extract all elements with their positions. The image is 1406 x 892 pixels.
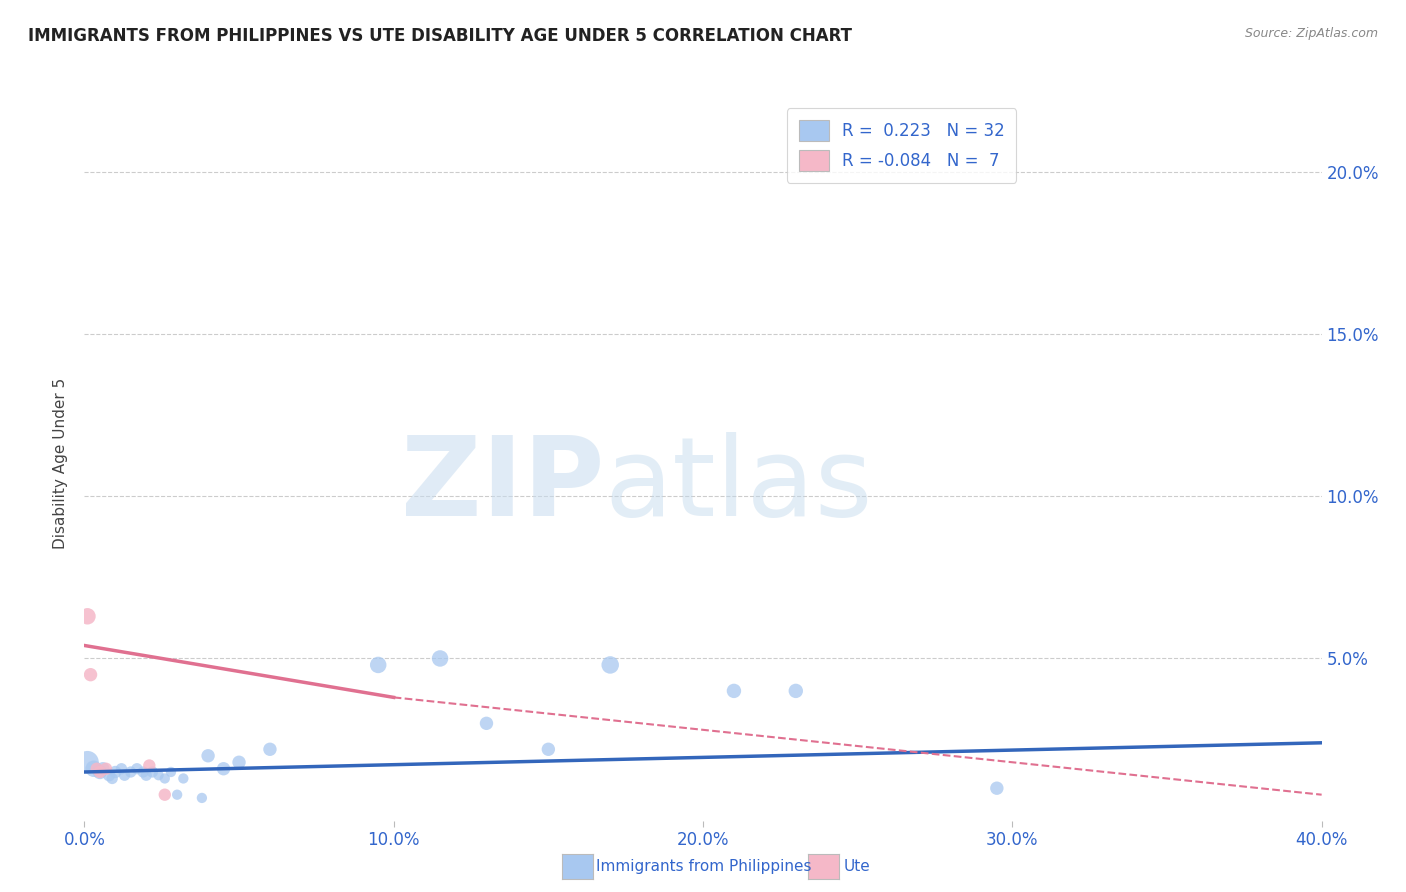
Text: atlas: atlas bbox=[605, 432, 873, 539]
Point bbox=[537, 742, 560, 756]
Text: Source: ZipAtlas.com: Source: ZipAtlas.com bbox=[1244, 27, 1378, 40]
Point bbox=[91, 762, 114, 776]
Point bbox=[89, 764, 111, 779]
Point bbox=[172, 772, 194, 786]
Point bbox=[101, 772, 124, 786]
Point bbox=[141, 764, 163, 779]
Point bbox=[986, 781, 1008, 796]
Y-axis label: Disability Age Under 5: Disability Age Under 5 bbox=[53, 378, 69, 549]
Point bbox=[86, 762, 108, 776]
Text: Immigrants from Philippines: Immigrants from Philippines bbox=[596, 859, 811, 873]
Point bbox=[166, 788, 188, 802]
Point bbox=[153, 772, 176, 786]
Point bbox=[599, 657, 621, 672]
Point bbox=[153, 788, 176, 802]
Point bbox=[125, 762, 148, 776]
Point bbox=[197, 748, 219, 763]
Text: ZIP: ZIP bbox=[401, 432, 605, 539]
Point bbox=[76, 609, 98, 624]
Point bbox=[98, 768, 121, 782]
Point bbox=[148, 768, 170, 782]
Point bbox=[79, 667, 101, 681]
Point bbox=[259, 742, 281, 756]
Point bbox=[132, 764, 155, 779]
Point bbox=[475, 716, 498, 731]
Point bbox=[120, 764, 142, 779]
Point bbox=[135, 768, 157, 782]
Point bbox=[723, 684, 745, 698]
Text: IMMIGRANTS FROM PHILIPPINES VS UTE DISABILITY AGE UNDER 5 CORRELATION CHART: IMMIGRANTS FROM PHILIPPINES VS UTE DISAB… bbox=[28, 27, 852, 45]
Point bbox=[104, 764, 127, 779]
Legend: R =  0.223   N = 32, R = -0.084   N =  7: R = 0.223 N = 32, R = -0.084 N = 7 bbox=[787, 108, 1017, 183]
Point bbox=[138, 758, 160, 772]
Point bbox=[114, 768, 136, 782]
Point bbox=[429, 651, 451, 665]
Point bbox=[94, 762, 117, 776]
Point bbox=[367, 657, 389, 672]
Point bbox=[83, 762, 105, 776]
Point bbox=[76, 756, 98, 770]
Point bbox=[110, 762, 132, 776]
Point bbox=[89, 764, 111, 779]
Text: Ute: Ute bbox=[844, 859, 870, 873]
Point bbox=[160, 764, 183, 779]
Point bbox=[191, 791, 214, 805]
Point bbox=[212, 762, 235, 776]
Point bbox=[228, 756, 250, 770]
Point bbox=[785, 684, 807, 698]
